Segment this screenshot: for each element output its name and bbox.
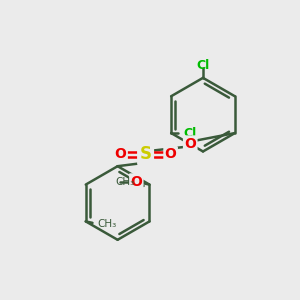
Text: CH₃: CH₃ — [98, 219, 117, 229]
Text: O: O — [165, 147, 176, 161]
Text: CH₃: CH₃ — [116, 177, 135, 187]
Text: O: O — [130, 175, 142, 189]
Text: S: S — [140, 146, 152, 164]
Text: Cl: Cl — [183, 127, 196, 140]
Text: Cl: Cl — [196, 59, 210, 72]
Text: O: O — [115, 147, 127, 161]
Text: O: O — [184, 137, 196, 151]
